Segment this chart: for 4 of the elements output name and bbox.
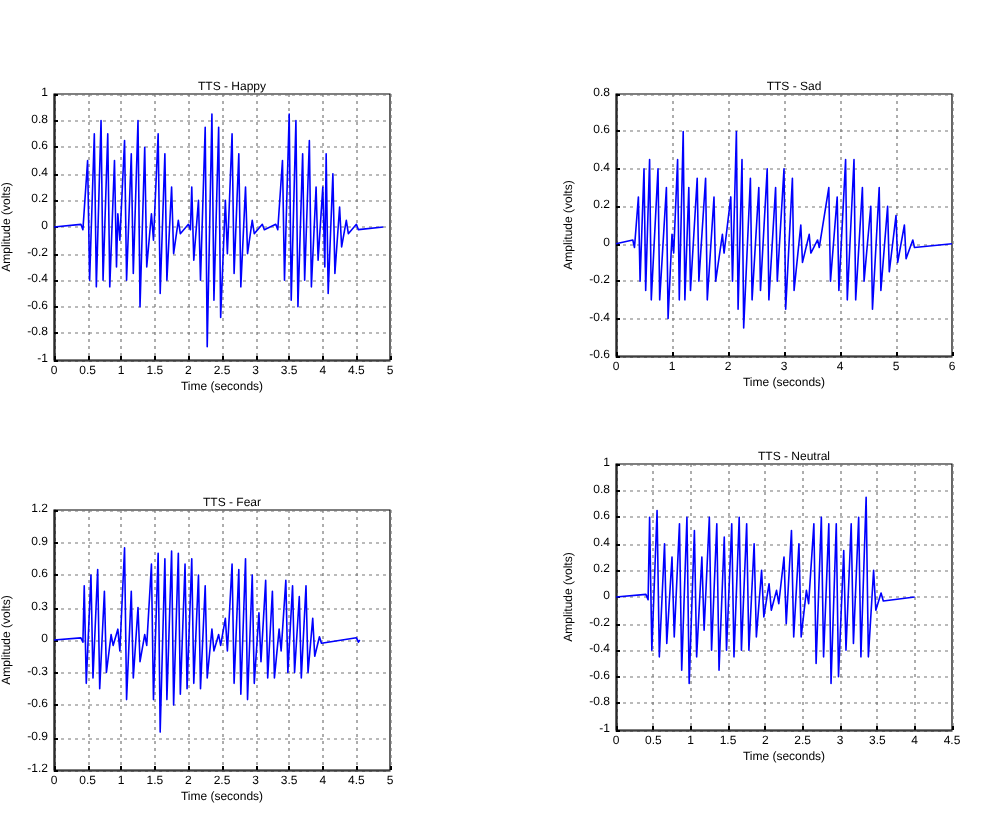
- line-series: [615, 130, 953, 329]
- line-series: [53, 113, 385, 348]
- line-series: [615, 496, 916, 685]
- line-series: [53, 547, 361, 733]
